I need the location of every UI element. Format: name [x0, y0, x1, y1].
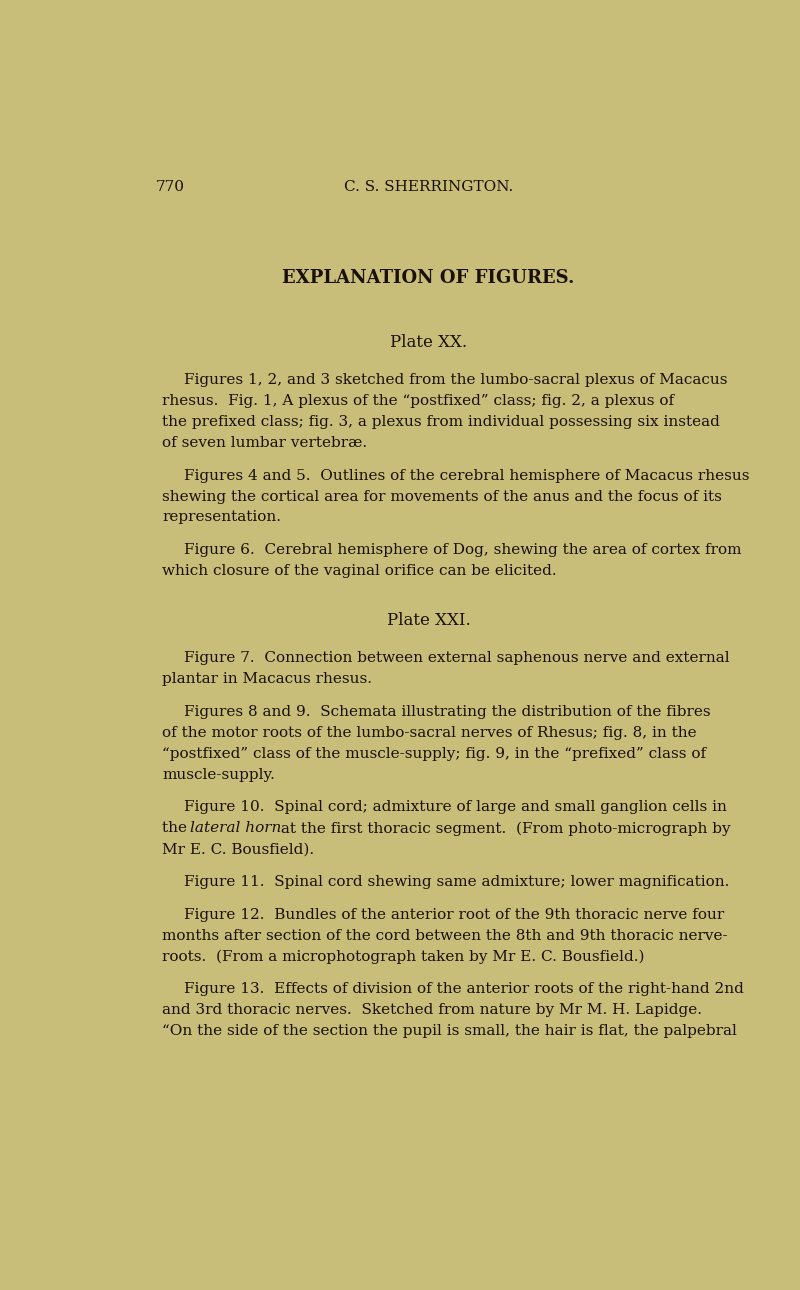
Text: roots.  (From a microphotograph taken by Mr E. C. Bousfield.): roots. (From a microphotograph taken by … [162, 949, 645, 964]
Text: Plate XX.: Plate XX. [390, 334, 467, 351]
Text: shewing the cortical area for movements of the anus and the focus of its: shewing the cortical area for movements … [162, 489, 722, 503]
Text: of the motor roots of the lumbo-sacral nerves of Rhesus; fig. 8, in the: of the motor roots of the lumbo-sacral n… [162, 726, 697, 740]
Text: and 3rd thoracic nerves.  Sketched from nature by Mr M. H. Lapidge.: and 3rd thoracic nerves. Sketched from n… [162, 1004, 702, 1017]
Text: 770: 770 [156, 179, 185, 193]
Text: Figures 4 and 5.  Outlines of the cerebral hemisphere of Macacus rhesus: Figures 4 and 5. Outlines of the cerebra… [184, 468, 750, 482]
Text: “postfixed” class of the muscle-supply; fig. 9, in the “prefixed” class of: “postfixed” class of the muscle-supply; … [162, 747, 706, 761]
Text: Figure 11.  Spinal cord shewing same admixture; lower magnification.: Figure 11. Spinal cord shewing same admi… [184, 875, 729, 889]
Text: muscle-supply.: muscle-supply. [162, 768, 275, 782]
Text: “On the side of the section the pupil is small, the hair is flat, the palpebral: “On the side of the section the pupil is… [162, 1024, 737, 1038]
Text: Figure 10.  Spinal cord; admixture of large and small ganglion cells in: Figure 10. Spinal cord; admixture of lar… [184, 801, 726, 814]
Text: Figures 8 and 9.  Schemata illustrating the distribution of the fibres: Figures 8 and 9. Schemata illustrating t… [184, 706, 710, 719]
Text: Figure 12.  Bundles of the anterior root of the 9th thoracic nerve four: Figure 12. Bundles of the anterior root … [184, 908, 724, 922]
Text: Mr E. C. Bousfield).: Mr E. C. Bousfield). [162, 842, 314, 857]
Text: the prefixed class; fig. 3, a plexus from individual possessing six instead: the prefixed class; fig. 3, a plexus fro… [162, 415, 720, 430]
Text: Figures 1, 2, and 3 sketched from the lumbo-sacral plexus of Macacus: Figures 1, 2, and 3 sketched from the lu… [184, 373, 727, 387]
Text: representation.: representation. [162, 511, 281, 525]
Text: C. S. SHERRINGTON.: C. S. SHERRINGTON. [344, 179, 514, 193]
Text: rhesus.  Fig. 1, A plexus of the “postfixed” class; fig. 2, a plexus of: rhesus. Fig. 1, A plexus of the “postfix… [162, 395, 674, 408]
Text: EXPLANATION OF FIGURES.: EXPLANATION OF FIGURES. [282, 270, 574, 288]
Text: Plate XXI.: Plate XXI. [386, 611, 470, 628]
Text: plantar in Macacus rhesus.: plantar in Macacus rhesus. [162, 672, 372, 686]
Text: Figure 6.  Cerebral hemisphere of Dog, shewing the area of cortex from: Figure 6. Cerebral hemisphere of Dog, sh… [184, 543, 742, 557]
Text: which closure of the vaginal orifice can be elicited.: which closure of the vaginal orifice can… [162, 564, 557, 578]
Text: of seven lumbar vertebræ.: of seven lumbar vertebræ. [162, 436, 367, 450]
Text: the: the [162, 822, 192, 836]
Text: lateral horn: lateral horn [190, 822, 282, 836]
Text: Figure 13.  Effects of division of the anterior roots of the right-hand 2nd: Figure 13. Effects of division of the an… [184, 982, 743, 996]
Text: Figure 7.  Connection between external saphenous nerve and external: Figure 7. Connection between external sa… [184, 651, 730, 666]
Text: at the first thoracic segment.  (From photo-micrograph by: at the first thoracic segment. (From pho… [276, 822, 730, 836]
Text: months after section of the cord between the 8th and 9th thoracic nerve-: months after section of the cord between… [162, 929, 728, 943]
